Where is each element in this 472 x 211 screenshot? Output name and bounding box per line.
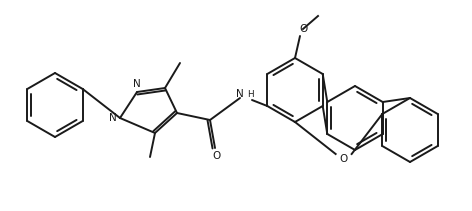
Text: H: H bbox=[247, 89, 253, 99]
Text: N: N bbox=[133, 79, 141, 89]
Text: N: N bbox=[109, 113, 117, 123]
Text: O: O bbox=[212, 151, 220, 161]
Text: N: N bbox=[236, 89, 244, 99]
Text: O: O bbox=[339, 154, 348, 164]
Text: O: O bbox=[299, 24, 307, 34]
